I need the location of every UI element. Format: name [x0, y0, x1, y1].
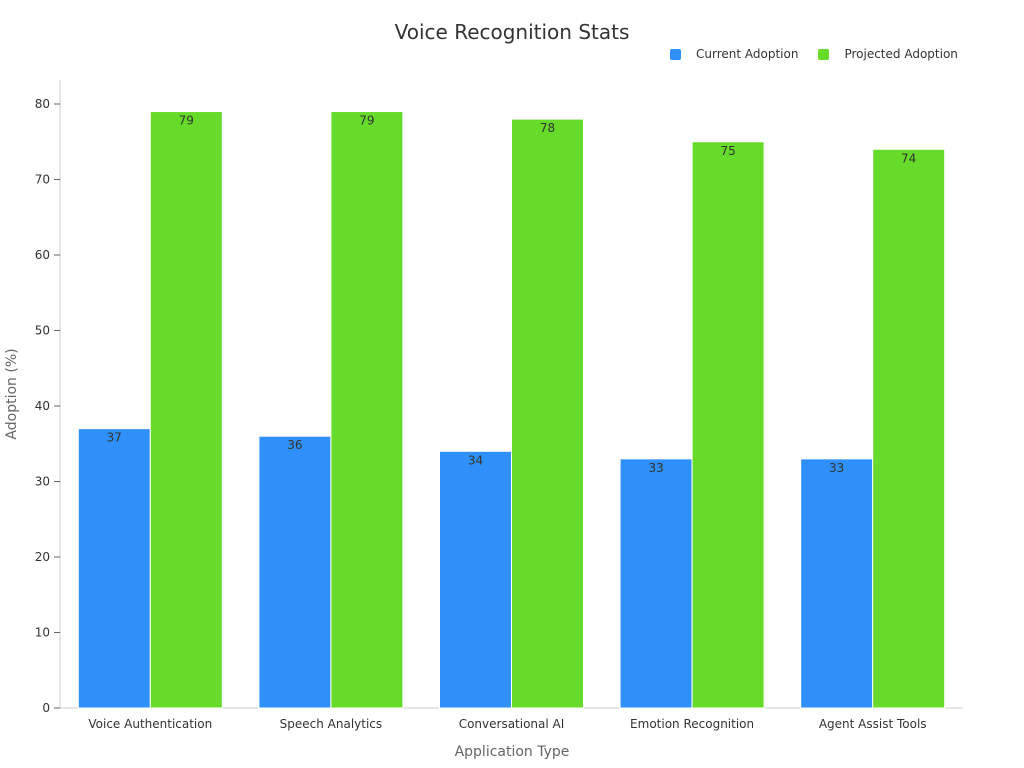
y-tick-label: 30 — [35, 475, 50, 489]
y-tick-label: 10 — [35, 626, 50, 640]
x-tick-label: Voice Authentication — [88, 717, 212, 731]
bar-projected[interactable] — [511, 118, 584, 709]
data-label: 74 — [901, 151, 916, 165]
y-tick-label: 60 — [35, 248, 50, 262]
data-labels: 37 79 36 79 34 78 33 75 33 74 — [107, 114, 917, 475]
data-label: 37 — [107, 431, 122, 445]
y-tick-label: 20 — [35, 550, 50, 564]
x-axis-title: Application Type — [455, 744, 570, 760]
legend-swatch-current — [670, 48, 681, 60]
legend-label-current: Current Adoption — [696, 47, 799, 61]
chart-title: Voice Recognition Stats — [394, 20, 630, 44]
data-label: 33 — [648, 461, 663, 475]
x-tick-label: Conversational AI — [459, 717, 565, 731]
bar-current[interactable] — [77, 428, 151, 709]
data-label: 75 — [720, 144, 735, 158]
y-tick-label: 0 — [42, 701, 50, 715]
x-tick-label: Speech Analytics — [280, 717, 383, 731]
legend-label-projected: Projected Adoption — [844, 47, 958, 61]
y-tick-label: 70 — [35, 173, 50, 187]
bar-current[interactable] — [619, 458, 693, 709]
data-label: 33 — [829, 461, 844, 475]
legend-swatch-projected — [818, 48, 830, 60]
bar-current[interactable] — [439, 450, 512, 709]
data-label: 79 — [359, 114, 374, 128]
y-tick-label: 50 — [35, 324, 50, 338]
bar-projected[interactable] — [330, 111, 404, 709]
bar-current[interactable] — [800, 458, 874, 709]
legend-item-projected[interactable]: Projected Adoption — [818, 47, 958, 61]
legend: Current Adoption Projected Adoption — [670, 45, 978, 63]
legend-item-current[interactable]: Current Adoption — [670, 47, 798, 61]
bars — [77, 111, 946, 709]
y-tick-label: 80 — [35, 97, 50, 111]
bar-current[interactable] — [258, 435, 332, 709]
axes: 0 10 20 30 40 50 60 70 80 Voice Authentication Spe… — [35, 80, 963, 731]
bar-projected[interactable] — [691, 141, 765, 709]
bar-projected[interactable] — [872, 148, 946, 709]
bar-projected[interactable] — [149, 111, 223, 709]
y-axis-title: Adoption (%) — [4, 348, 20, 439]
data-label: 34 — [468, 453, 483, 467]
x-tick-label: Emotion Recognition — [630, 717, 754, 731]
y-tick-label: 40 — [35, 399, 50, 413]
x-tick-label: Agent Assist Tools — [819, 717, 927, 731]
data-label: 78 — [540, 121, 555, 135]
data-label: 79 — [179, 114, 194, 128]
data-label: 36 — [287, 438, 302, 452]
